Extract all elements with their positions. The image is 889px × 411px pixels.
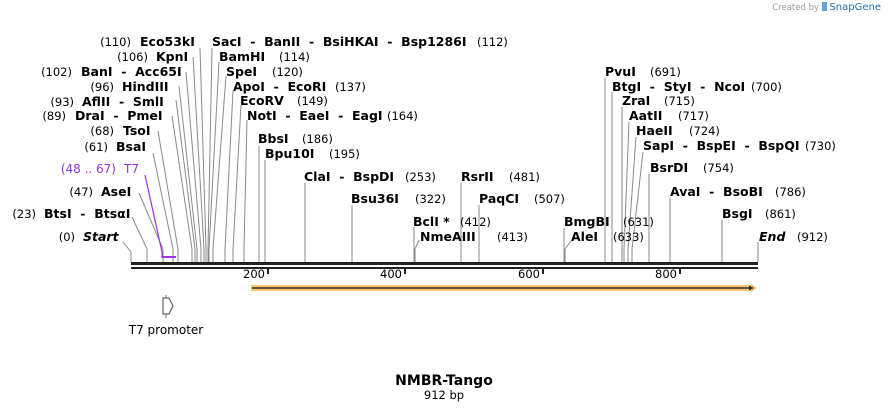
site-pos: (137) (335, 80, 366, 94)
site-pos: (195) (329, 147, 360, 161)
left-site-labels: (110) Eco53kI (106) KpnI (102) BanI - Ac… (12, 34, 195, 221)
site-pos: (23) (12, 207, 36, 221)
t7-primer-label[interactable]: T7 (123, 162, 139, 176)
site-haeii[interactable]: HaeII (636, 123, 673, 138)
site-pos: (700) (751, 80, 782, 94)
site-bani-acc65i[interactable]: BanI - Acc65I (81, 64, 182, 79)
site-pos: (112) (477, 35, 508, 49)
ruler: 200 400 600 800 (243, 267, 681, 281)
site-bpu10i[interactable]: Bpu10I (265, 146, 314, 161)
t7-promoter-label: T7 promoter (128, 323, 204, 337)
site-alei[interactable]: AleI (571, 229, 598, 244)
site-pos: (724) (689, 124, 720, 138)
site-clai-bspdi[interactable]: ClaI - BspDI (304, 169, 394, 184)
site-pos: (61) (84, 140, 108, 154)
site-bamhi[interactable]: BamHI (219, 49, 265, 64)
site-paqci[interactable]: PaqCI (479, 191, 519, 206)
site-pos: (89) (42, 109, 66, 123)
site-pos: (47) (69, 185, 93, 199)
site-pos: (120) (272, 65, 303, 79)
end-label: End (759, 229, 786, 244)
snapgene-branding: Created by SnapGene (772, 2, 881, 13)
site-pos: (186) (302, 132, 333, 146)
site-apoi-ecori[interactable]: ApoI - EcoRI (233, 79, 326, 94)
site-pos: (786) (775, 185, 806, 199)
site-bsai[interactable]: BsaI (116, 139, 146, 154)
site-eco53ki[interactable]: Eco53kI (140, 34, 195, 49)
snapgene-logo-icon (821, 2, 827, 11)
site-pos: (68) (90, 124, 114, 138)
site-asei[interactable]: AseI (101, 184, 131, 199)
site-btgi-group[interactable]: BtgI - StyI - NcoI (612, 79, 745, 94)
t7-primer-leader (144, 174, 163, 258)
site-pos: (106) (117, 50, 148, 64)
site-pos: (481) (509, 170, 540, 184)
site-hindiii[interactable]: HindIII (122, 79, 169, 94)
end-pos: (912) (797, 230, 828, 244)
site-nmeaiii[interactable]: NmeAIII (420, 229, 476, 244)
site-zrai[interactable]: ZraI (622, 93, 650, 108)
site-pos: (149) (297, 94, 328, 108)
site-kpni[interactable]: KpnI (156, 49, 188, 64)
site-pos: (413) (497, 230, 528, 244)
leader-lines (122, 47, 759, 262)
tick-label: 800 (655, 267, 677, 281)
site-ecorv[interactable]: EcoRV (240, 93, 284, 108)
branding-name: SnapGene (829, 2, 881, 13)
tick-label: 200 (243, 267, 265, 281)
t7-promoter-feature[interactable]: T7 promoter (128, 295, 204, 337)
right-site-labels: SacI - BanII - BsiHKAI - Bsp1286I (112) … (212, 34, 836, 244)
start-label: Start (83, 229, 120, 244)
site-pos: (164) (387, 109, 418, 123)
site-pos: (96) (90, 80, 114, 94)
site-saci-group[interactable]: SacI - BanII - BsiHKAI - Bsp1286I (212, 34, 467, 49)
site-pos: (412) (460, 215, 491, 229)
site-pos: (631) (623, 215, 654, 229)
site-tsoi[interactable]: TsoI (123, 123, 151, 138)
site-sapi-group[interactable]: SapI - BspEI - BspQI (643, 138, 800, 153)
site-pos: (715) (664, 94, 695, 108)
site-bcli[interactable]: BclI * (413, 214, 450, 229)
site-avai-bsobi[interactable]: AvaI - BsoBI (670, 184, 763, 199)
site-rsrii[interactable]: RsrII (461, 169, 494, 184)
map-length: 912 bp (424, 388, 464, 402)
site-pos: (114) (279, 50, 310, 64)
site-bbsi[interactable]: BbsI (258, 131, 289, 146)
site-drai-pmei[interactable]: DraI - PmeI (75, 108, 163, 123)
map-title: NMBR-Tango (395, 373, 493, 389)
site-noti-group[interactable]: NotI - EaeI - EagI (247, 108, 383, 123)
site-aatii[interactable]: AatII (629, 108, 662, 123)
t7-primer-range: (48 .. 67) (61, 162, 116, 176)
site-spei[interactable]: SpeI (226, 64, 257, 79)
site-pos: (717) (678, 109, 709, 123)
site-bsu36i[interactable]: Bsu36I (351, 191, 399, 206)
branding-prefix: Created by (772, 3, 820, 13)
site-pos: (691) (650, 65, 681, 79)
backbone-top-strand (131, 262, 758, 265)
site-bmgbi[interactable]: BmgBI (564, 214, 610, 229)
site-pos: (110) (100, 35, 131, 49)
site-pos: (633) (613, 230, 644, 244)
site-btsi-btsai[interactable]: BtsI - BtsαI (44, 206, 130, 221)
site-pvui[interactable]: PvuI (605, 64, 636, 79)
site-pos: (253) (405, 170, 436, 184)
backbone-bottom-strand (131, 267, 758, 269)
site-bsgi[interactable]: BsgI (722, 206, 753, 221)
site-pos: (93) (50, 95, 74, 109)
site-bsrdi[interactable]: BsrDI (650, 160, 688, 175)
tick-label: 600 (518, 267, 540, 281)
orf-feature[interactable] (251, 284, 757, 292)
start-pos: (0) (59, 230, 75, 244)
site-pos: (754) (703, 161, 734, 175)
site-pos: (861) (765, 207, 796, 221)
site-pos: (730) (805, 139, 836, 153)
site-pos: (322) (415, 192, 446, 206)
tick-label: 400 (380, 267, 402, 281)
site-pos: (507) (534, 192, 565, 206)
site-pos: (102) (41, 65, 72, 79)
site-aflii-smli[interactable]: AflII - SmlI (82, 94, 164, 109)
